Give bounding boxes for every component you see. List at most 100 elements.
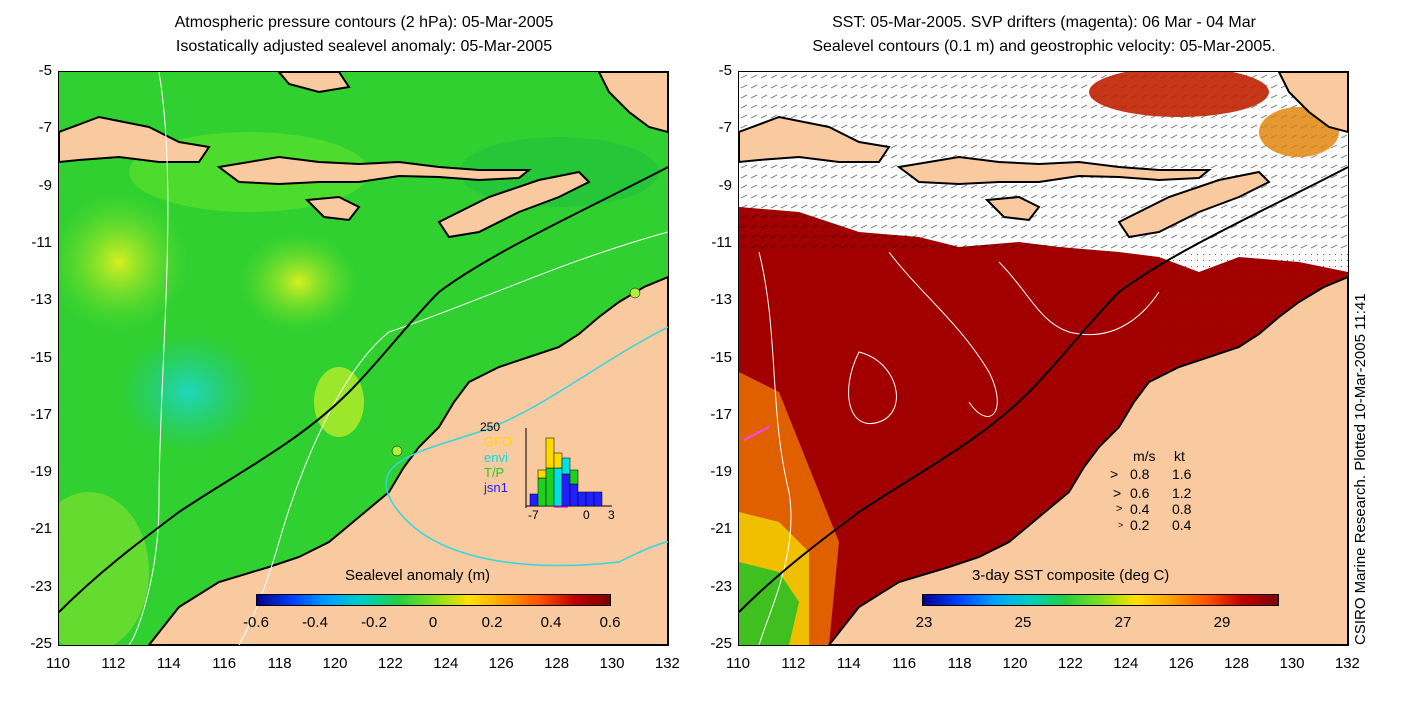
credit-side-label: CSIRO Marine Research. Plotted 10-Mar-20… (1352, 293, 1369, 645)
timor-island (437, 170, 591, 239)
x-tick-label: 112 (101, 655, 126, 672)
y-tick-label: -7 (718, 119, 732, 137)
right-title-line2: Sealevel contours (0.1 m) and geostrophi… (812, 38, 1276, 55)
sulawesi-south-land (597, 72, 668, 134)
bathymetry-contour (739, 166, 1348, 613)
left-title-line2: Isostatically adjusted sealevel anomaly:… (175, 38, 553, 55)
northern-land (277, 72, 351, 94)
tide-gauge-marker (629, 287, 641, 299)
altimeter-inset: 250 GFO envi T/P jsn1 -7 0 3 (480, 420, 620, 530)
y-tick-label: -23 (710, 577, 732, 595)
timor-island (1117, 170, 1271, 239)
right-colorbar-tick: 25 (1014, 614, 1032, 631)
y-tick-label: -5 (718, 62, 732, 79)
left-colorbar-tick: 0.2 (481, 614, 503, 631)
sealevel-contour-cyan (385, 326, 668, 567)
anomaly-low-center (119, 332, 259, 452)
right-colorbar-tick: 23 (915, 614, 933, 631)
y-tick-label: -21 (710, 520, 732, 538)
australia-land (147, 275, 668, 645)
y-tick-label: -19 (710, 463, 732, 481)
x-tick-label: 120 (1002, 655, 1028, 672)
velocity-ms-value: 0.4 (1130, 501, 1150, 517)
x-tick-label: 126 (488, 655, 514, 672)
velocity-ms-value: 0.6 (1130, 485, 1150, 501)
inset-bars (525, 428, 612, 508)
y-tick-label: -25 (30, 635, 52, 652)
x-tick-label: 124 (433, 655, 459, 672)
sumba-island (984, 195, 1041, 222)
sumba-island (304, 195, 361, 222)
x-tick-label: 120 (322, 655, 348, 672)
inset-xtick: 0 (583, 508, 590, 522)
velocity-arrow-icon: > (1118, 520, 1124, 530)
y-tick-label: -15 (30, 348, 52, 366)
velocity-ms-value: 0.2 (1130, 517, 1150, 533)
left-colorbar-tick: -0.4 (302, 614, 328, 631)
velocity-kt-value: 0.4 (1172, 517, 1192, 533)
velocity-kt-value: 1.6 (1172, 466, 1192, 482)
inset-xtick: 3 (608, 508, 615, 522)
y-tick-label: -13 (710, 291, 732, 309)
sealevel-anomaly-map (58, 71, 669, 646)
y-tick-label: -7 (38, 119, 52, 137)
x-tick-label: 118 (947, 655, 972, 672)
x-tick-label: 114 (156, 655, 181, 672)
left-colorbar-tick: 0.6 (599, 614, 621, 631)
left-colorbar-tick: 0.4 (540, 614, 562, 631)
x-tick-label: 130 (599, 655, 625, 672)
x-tick-label: 128 (1224, 655, 1250, 672)
x-tick-label: 122 (1057, 655, 1083, 672)
x-tick-label: 122 (377, 655, 403, 672)
bathymetry-contour (59, 166, 668, 613)
drifter-track (743, 426, 770, 441)
y-tick-label: -23 (30, 577, 52, 595)
y-tick-label: -21 (30, 520, 52, 538)
sealevel-contour (888, 251, 998, 417)
right-colorbar-tick: 27 (1114, 614, 1132, 631)
left-colorbar-tick: -0.6 (243, 614, 269, 631)
x-tick-label: 126 (1168, 655, 1194, 672)
sealevel-contour (758, 251, 792, 645)
y-tick-label: -13 (30, 291, 52, 309)
sulawesi-south-land (1277, 72, 1348, 134)
x-tick-label: 124 (1113, 655, 1139, 672)
inset-legend-envi: envi (484, 450, 508, 465)
x-tick-label: 116 (212, 655, 237, 672)
left-colorbar-tick: 0 (428, 614, 438, 631)
y-tick-label: -17 (710, 405, 732, 423)
inset-legend-gfo: GFO (484, 434, 513, 449)
pressure-contour-1 (128, 72, 169, 645)
sealevel-contour (998, 261, 1160, 336)
left-colorbar-tick: -0.2 (361, 614, 387, 631)
y-tick-label: -25 (710, 635, 732, 652)
x-tick-label: 112 (781, 655, 806, 672)
sst-map (738, 71, 1349, 646)
inset-legend-tp: T/P (484, 465, 505, 480)
inset-xtick: -7 (528, 508, 539, 522)
velocity-kt-value: 0.8 (1172, 501, 1192, 517)
x-tick-label: 130 (1279, 655, 1305, 672)
right-colorbar-tick: 29 (1213, 614, 1231, 631)
velocity-kt-value: 1.2 (1172, 485, 1192, 501)
sst-colorbar (922, 594, 1279, 606)
x-tick-label: 114 (836, 655, 861, 672)
x-tick-label: 132 (1334, 655, 1360, 672)
y-tick-label: -17 (30, 405, 52, 423)
y-tick-label: -11 (31, 233, 52, 251)
x-tick-label: 116 (892, 655, 917, 672)
inset-ymax-label: 250 (480, 420, 501, 434)
y-tick-label: -19 (30, 463, 52, 481)
y-tick-label: -9 (38, 176, 52, 194)
australia-land (827, 275, 1348, 645)
y-tick-label: -5 (38, 62, 52, 79)
x-tick-label: 110 (46, 655, 70, 672)
java-land (739, 115, 891, 164)
right-title-line1: SST: 05-Mar-2005. SVP drifters (magenta)… (832, 14, 1256, 31)
lesser-sunda-islands (896, 155, 1212, 186)
anomaly-high-west (59, 192, 189, 332)
velocity-arrow-icon: > (1113, 485, 1122, 501)
sealevel-colorbar (256, 594, 611, 606)
velocity-arrow-icon: > (1116, 503, 1123, 515)
velocity-header-ms: m/s (1133, 448, 1156, 464)
